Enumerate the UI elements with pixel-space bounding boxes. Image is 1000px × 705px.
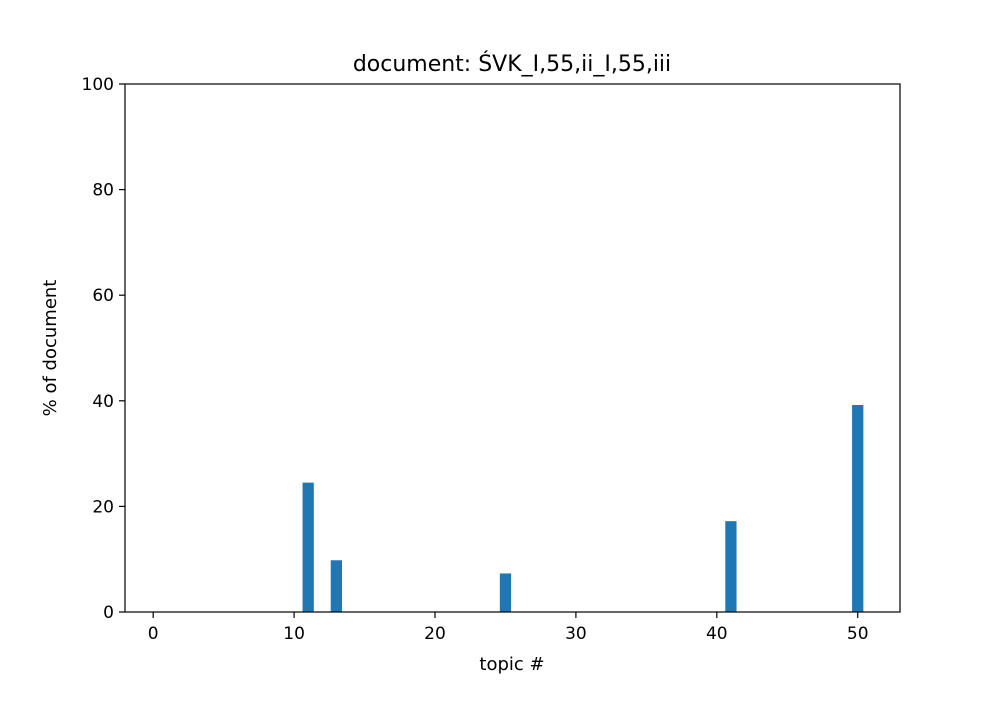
- x-tick-label: 30: [565, 624, 587, 644]
- plot-frame: [124, 83, 901, 613]
- x-axis-label: topic #: [479, 654, 544, 675]
- y-tick-label: 80: [92, 181, 114, 201]
- y-tick-label: 0: [103, 603, 114, 623]
- x-tick-label: 0: [148, 624, 159, 644]
- bars-layer: [302, 405, 864, 612]
- x-tick-label: 40: [706, 624, 728, 644]
- y-axis-label: % of document: [40, 280, 61, 417]
- x-tick-label: 50: [847, 624, 869, 644]
- x-tick-label: 20: [424, 624, 446, 644]
- bar-topic-25: [499, 573, 512, 612]
- bar-topic-11: [302, 482, 314, 612]
- y-tick-label: 20: [92, 497, 114, 517]
- bar-topic-13: [330, 560, 342, 612]
- ticks-layer: 0 10 20 30 40 50 0 20 40 60 80 100: [82, 75, 869, 644]
- y-tick-label: 60: [92, 286, 114, 306]
- bar-topic-41: [725, 521, 737, 612]
- y-tick-label: 40: [92, 392, 114, 412]
- y-tick-label: 100: [82, 75, 114, 95]
- bar-topic-50: [852, 405, 864, 612]
- x-tick-label: 10: [283, 624, 305, 644]
- chart-title: document: ŚVK_I,55,ii_I,55,iii: [353, 51, 671, 77]
